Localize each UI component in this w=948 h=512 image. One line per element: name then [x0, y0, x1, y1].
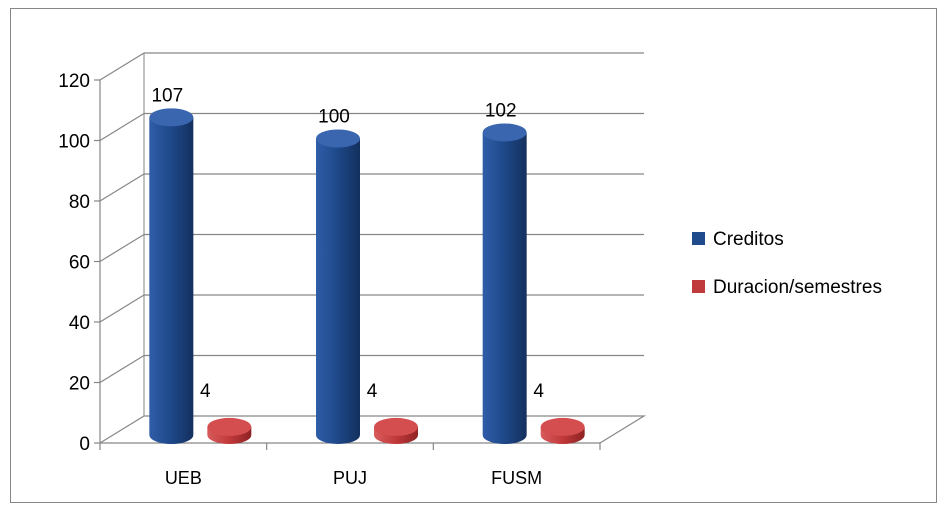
- data-label: 102: [485, 100, 517, 121]
- label-layer: 0 20 40 60 80 100 120 UEB PUJ FUSM 107 100 102 4 4 4: [58, 71, 544, 488]
- bar-layer: [149, 108, 585, 444]
- bar-creditos-fusm: [482, 123, 527, 444]
- y-tick-label: 80: [69, 192, 90, 213]
- x-tick-label: UEB: [165, 468, 202, 488]
- data-label: 100: [318, 107, 350, 128]
- bar-body: [316, 138, 360, 444]
- data-label: 4: [367, 381, 378, 402]
- legend-label: Creditos: [713, 229, 784, 250]
- bar-body: [482, 132, 527, 444]
- y-tick-label: 40: [69, 313, 90, 334]
- gridline-wall: [99, 112, 145, 142]
- gridline-wall: [99, 294, 145, 323]
- x-tick-label: FUSM: [491, 468, 542, 488]
- bar-duracion-ueb: [207, 417, 252, 444]
- data-label: 107: [151, 85, 183, 106]
- bar-creditos-ueb: [149, 108, 194, 444]
- grid-layer: [99, 52, 644, 416]
- bar-top: [207, 417, 252, 436]
- axis-layer: [94, 79, 647, 450]
- legend-swatch: [692, 280, 705, 293]
- bar-duracion-fusm: [540, 417, 585, 444]
- gridline-wall: [99, 233, 145, 263]
- legend-label: Duracion/semestres: [713, 277, 882, 298]
- y-tick-label: 120: [58, 71, 90, 92]
- y-tick-label: 20: [69, 374, 90, 395]
- bar-top: [482, 123, 527, 142]
- floor: [99, 415, 647, 444]
- bar-duracion-puj: [374, 417, 418, 444]
- y-tick-label: 100: [58, 132, 90, 153]
- bar-top: [374, 417, 418, 436]
- data-label: 4: [200, 381, 211, 402]
- bar-body: [149, 117, 194, 444]
- data-label: 4: [533, 381, 544, 402]
- legend-swatch: [692, 232, 705, 245]
- x-tick-label: PUJ: [333, 468, 367, 488]
- gridline-wall: [99, 354, 145, 384]
- bar-top: [540, 417, 585, 436]
- bar-top: [316, 129, 360, 148]
- legend-layer: Creditos Duracion/semestres: [692, 229, 882, 298]
- y-tick-label: 0: [79, 434, 90, 455]
- bar-creditos-puj: [316, 129, 360, 444]
- y-tick-label: 60: [69, 253, 90, 274]
- gridline-wall: [99, 52, 145, 81]
- gridline-wall: [99, 173, 145, 202]
- bar-top: [149, 108, 194, 127]
